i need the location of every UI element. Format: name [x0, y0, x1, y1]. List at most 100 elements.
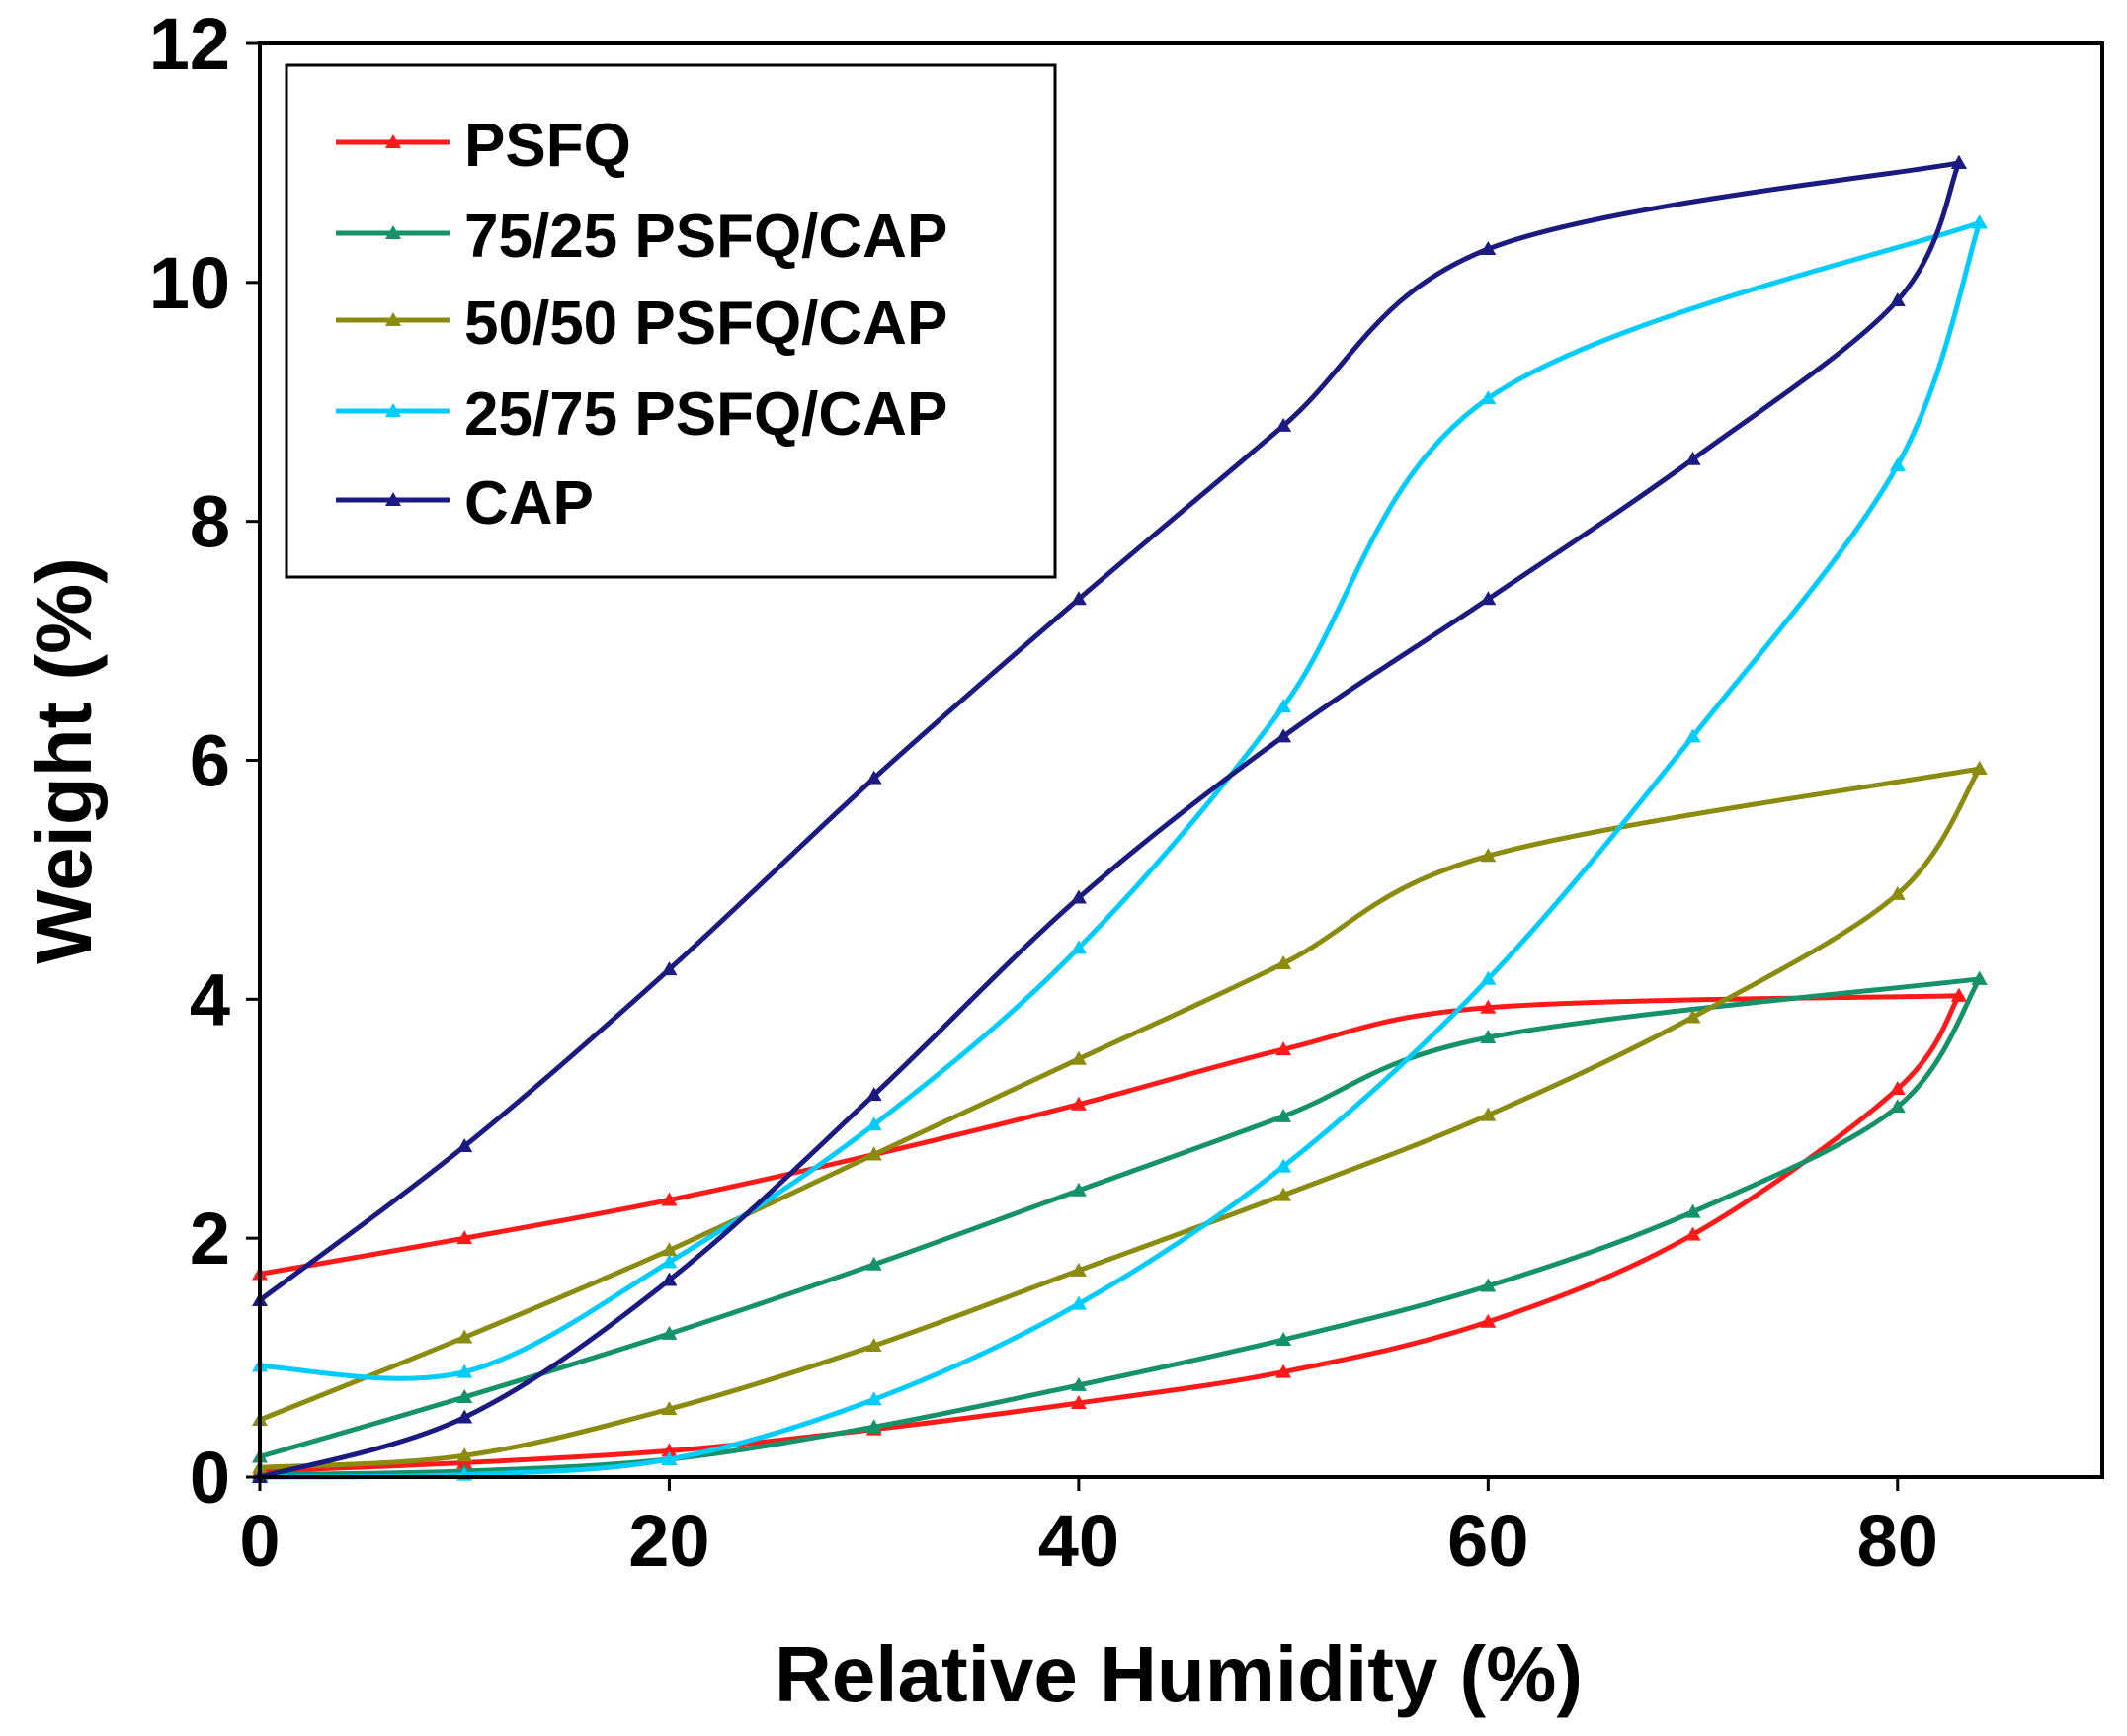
- data-point: [1950, 987, 1967, 1002]
- data-point: [1684, 728, 1701, 743]
- data-point: [661, 1450, 678, 1465]
- data-point: [1070, 1395, 1087, 1410]
- data-point: [456, 1364, 473, 1378]
- legend-item: 50/50 PSFQ/CAP: [336, 289, 947, 358]
- data-point: [865, 1087, 882, 1102]
- legend-item: 25/75 PSFQ/CAP: [336, 380, 947, 449]
- legend-swatch-marker: [385, 134, 401, 148]
- data-point: [1889, 1099, 1906, 1114]
- data-point: [661, 1254, 678, 1269]
- series-2-sorption-line: [257, 976, 1983, 1478]
- data-point: [1070, 889, 1087, 904]
- data-point: [661, 1192, 678, 1206]
- data-point: [1070, 1262, 1087, 1277]
- data-point: [1070, 1096, 1087, 1111]
- series-4: [252, 214, 1988, 1483]
- data-point: [865, 1256, 882, 1271]
- data-point: [1480, 1030, 1497, 1044]
- data-point: [865, 1337, 882, 1352]
- data-point: [1275, 1108, 1292, 1122]
- y-tick-label: 10: [149, 242, 230, 324]
- data-point: [1889, 456, 1906, 471]
- data-point: [1070, 591, 1087, 606]
- series-5-desorption-line: [257, 160, 1962, 1303]
- legend-swatch-marker: [385, 225, 401, 239]
- data-point: [1070, 1376, 1087, 1391]
- data-point: [1480, 848, 1497, 863]
- series-layer: [252, 154, 1988, 1483]
- y-tick-label: 4: [190, 958, 230, 1040]
- x-tick-label: 0: [239, 1500, 280, 1582]
- data-point: [456, 1230, 473, 1245]
- data-point: [1275, 728, 1292, 743]
- data-point: [1275, 1364, 1292, 1378]
- data-point: [865, 1419, 882, 1434]
- legend-swatch-marker: [385, 312, 401, 326]
- data-point: [456, 1388, 473, 1403]
- data-point: [1480, 591, 1497, 606]
- data-point: [1684, 1226, 1701, 1241]
- data-point: [661, 961, 678, 976]
- data-point: [661, 1272, 678, 1286]
- legend-label: CAP: [464, 469, 594, 537]
- y-axis-title: Weight (%): [20, 557, 108, 964]
- data-point: [1684, 451, 1701, 465]
- data-point: [1070, 940, 1087, 954]
- data-point: [1480, 390, 1497, 405]
- series-4-desorption-line: [257, 219, 1983, 1381]
- data-point: [1480, 999, 1497, 1014]
- data-point: [1480, 1107, 1497, 1121]
- series-1-sorption-line: [257, 993, 1962, 1474]
- x-tick-label: 20: [628, 1500, 709, 1582]
- legend-swatch-marker: [385, 403, 401, 417]
- series-5-sorption-line: [257, 160, 1962, 1480]
- x-tick-label: 80: [1857, 1500, 1938, 1582]
- data-point: [1275, 1187, 1292, 1201]
- data-point: [1275, 417, 1292, 432]
- legend: PSFQ 75/25 PSFQ/CAP 50/50 PSFQ/CAP 25/75 PS…: [285, 63, 1057, 579]
- legend-label: PSFQ: [464, 112, 631, 180]
- data-point: [1971, 760, 1988, 775]
- data-point: [1950, 154, 1967, 169]
- data-point: [661, 1325, 678, 1340]
- series-4-sorption-line: [257, 219, 1983, 1480]
- x-axis-title: Relative Humidity (%): [775, 1630, 1583, 1718]
- data-point: [1480, 1313, 1497, 1328]
- x-axis-ticks: 0 20 40 60 80: [239, 1477, 1938, 1582]
- data-point: [1889, 291, 1906, 306]
- data-point: [456, 1447, 473, 1462]
- legend-label: 25/75 PSFQ/CAP: [464, 380, 947, 449]
- y-axis-ticks: 0 2 4 6 8 10 12: [149, 3, 260, 1519]
- data-point: [1971, 970, 1988, 985]
- y-tick-label: 6: [190, 720, 230, 802]
- data-point: [865, 1146, 882, 1161]
- legend-item: PSFQ: [336, 112, 631, 180]
- data-point: [661, 1242, 678, 1257]
- series-1: [252, 987, 1967, 1477]
- data-point: [456, 1409, 473, 1424]
- data-point: [1480, 1278, 1497, 1292]
- data-point: [661, 1443, 678, 1457]
- y-tick-label: 12: [149, 3, 230, 85]
- data-point: [1070, 1295, 1087, 1310]
- x-tick-label: 60: [1447, 1500, 1528, 1582]
- data-point: [1480, 970, 1497, 985]
- data-point: [456, 1138, 473, 1153]
- legend-items: PSFQ 75/25 PSFQ/CAP 50/50 PSFQ/CAP 25/75 PS…: [336, 112, 947, 537]
- series-2-desorption-line: [257, 976, 1983, 1459]
- series-1-desorption-line: [257, 993, 1962, 1277]
- data-point: [1684, 1203, 1701, 1218]
- y-tick-label: 8: [190, 481, 230, 563]
- data-point: [1275, 955, 1292, 970]
- data-point: [1070, 1182, 1087, 1197]
- data-point: [1480, 240, 1497, 255]
- data-point: [1971, 214, 1988, 229]
- data-point: [1275, 699, 1292, 713]
- data-point: [865, 1391, 882, 1406]
- data-point: [456, 1329, 473, 1344]
- data-point: [1275, 1158, 1292, 1173]
- data-point: [1889, 885, 1906, 900]
- y-tick-label: 0: [190, 1437, 230, 1519]
- y-tick-label: 2: [190, 1198, 230, 1280]
